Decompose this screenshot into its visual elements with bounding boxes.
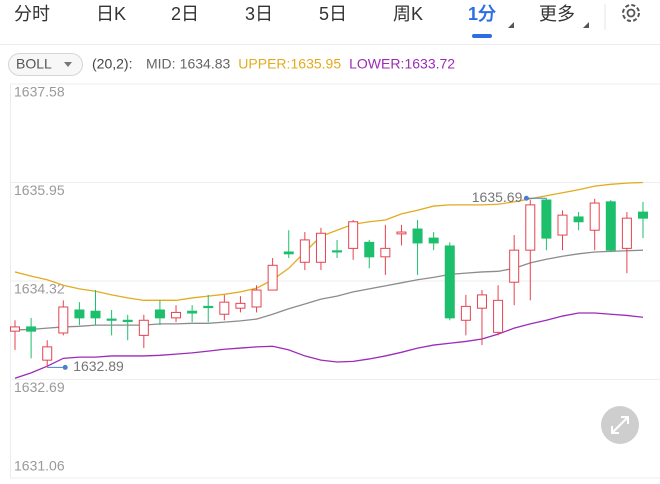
- candle-body: [444, 245, 455, 319]
- tab[interactable]: 3日: [245, 4, 273, 24]
- y-tick-label: 1634.32: [14, 281, 65, 297]
- plot: 1631.06 1632.69 1634.32 1635.95 1637.58 1635.…: [10, 83, 660, 479]
- gear-outer: [622, 4, 640, 22]
- tab[interactable]: 5日: [319, 4, 347, 24]
- candle-body: [42, 346, 53, 361]
- candle-body: [299, 239, 310, 263]
- legend-value: 1634.83: [180, 56, 231, 72]
- candle-body: [171, 311, 182, 319]
- candle-body: [476, 294, 487, 309]
- legend: MID:1634.83 UPPER:1635.95 LOWER:1633.72: [146, 56, 455, 72]
- candle-body: [58, 306, 69, 334]
- tab[interactable]: 更多: [539, 4, 575, 24]
- zoom-arrows: [611, 416, 629, 434]
- band-line: [14, 249, 644, 331]
- candle-body: [332, 250, 343, 253]
- candle-body: [106, 318, 117, 321]
- settings-icon[interactable]: [622, 4, 640, 22]
- candle-body: [315, 232, 326, 263]
- indicator-pill[interactable]: [8, 53, 83, 76]
- candle-body: [26, 326, 37, 332]
- max-marker-dot: [523, 195, 529, 201]
- tab[interactable]: 周K: [393, 4, 423, 24]
- legend-name: LOWER: [349, 56, 400, 72]
- candle-body: [557, 214, 568, 236]
- tab-underline: [472, 34, 492, 38]
- candle-body: [90, 310, 101, 319]
- legend-colon: :: [400, 56, 404, 72]
- candle-body: [621, 217, 632, 249]
- candle-body: [219, 301, 230, 315]
- candle-body: [396, 231, 407, 235]
- candle-body: [348, 221, 359, 249]
- candle-body: [235, 302, 246, 309]
- dropdown-arrow: [64, 62, 72, 67]
- legend-value: 1635.95: [291, 56, 342, 72]
- candle-body: [412, 228, 423, 244]
- band-line: [14, 181, 644, 301]
- min-label: 1632.89: [73, 358, 124, 374]
- candle-body: [509, 249, 520, 283]
- candle-body: [122, 319, 133, 322]
- candle-body: [283, 251, 294, 255]
- min-marker-dot: [62, 364, 68, 370]
- candle-body: [74, 309, 85, 319]
- candle-body: [541, 199, 552, 239]
- candle-body: [460, 305, 471, 321]
- candle-body: [380, 247, 391, 258]
- y-tick-label: 1635.95: [14, 182, 65, 198]
- tab[interactable]: 2日: [171, 4, 199, 24]
- candle-body: [428, 237, 439, 244]
- candle-body: [605, 201, 616, 251]
- candle-body: [493, 299, 504, 333]
- candle-body: [203, 305, 214, 309]
- candle-body: [251, 289, 262, 308]
- legend-name: MID: [146, 56, 172, 72]
- tab-bar: 分时 日K 2日 3日 5日 周K 1分 更多: [14, 4, 589, 38]
- legend-value: 1633.72: [404, 56, 455, 72]
- tab[interactable]: 分时: [14, 4, 50, 24]
- legend-colon: :: [172, 56, 176, 72]
- candle-body: [187, 310, 198, 314]
- candle-body: [10, 326, 20, 332]
- tab[interactable]: 1分: [468, 4, 496, 24]
- tab[interactable]: 日K: [96, 4, 126, 24]
- indicator-params: (20,2):: [92, 56, 132, 72]
- candle-body: [267, 264, 278, 291]
- y-tick-label: 1637.58: [14, 84, 65, 100]
- y-tick-label: 1631.06: [14, 458, 65, 474]
- zoom-button[interactable]: [601, 406, 639, 444]
- gear-inner: [626, 8, 636, 18]
- candle-body: [525, 204, 536, 251]
- legend-name: UPPER: [238, 56, 286, 72]
- candle-body: [589, 202, 600, 231]
- band-line: [14, 312, 644, 379]
- candle-body: [364, 241, 375, 258]
- tab-dropdown-arrow: [583, 22, 589, 28]
- candle-body: [154, 309, 165, 319]
- candle-body: [638, 211, 648, 219]
- candle-body: [138, 319, 149, 336]
- tab-dropdown-arrow: [508, 22, 514, 28]
- legend-colon: :: [287, 56, 291, 72]
- candle-body: [573, 216, 584, 223]
- indicator-name: BOLL: [16, 56, 52, 72]
- y-tick-label: 1632.69: [14, 379, 65, 395]
- max-label: 1635.69: [472, 189, 523, 205]
